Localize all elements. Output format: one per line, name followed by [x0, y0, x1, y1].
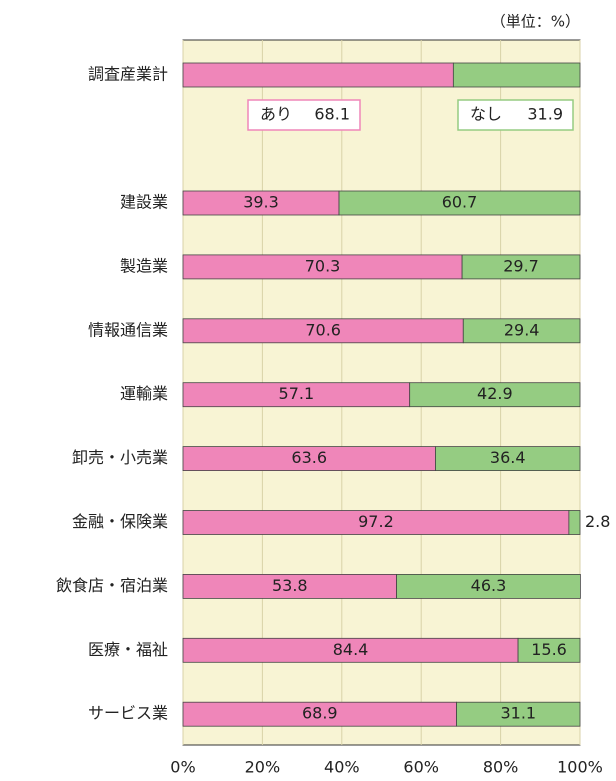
- bar-segment: [409, 382, 581, 408]
- bar-segment: [182, 510, 570, 535]
- bar-segment: [182, 446, 436, 472]
- data-label: 29.7: [503, 256, 539, 275]
- data-label: 29.4: [504, 320, 540, 339]
- bar-segment: [461, 254, 581, 280]
- x-tick-label: 20%: [245, 758, 281, 777]
- data-label: 46.3: [471, 576, 507, 595]
- data-label: 68.9: [302, 704, 338, 723]
- data-label: 15.6: [531, 640, 567, 659]
- data-label: 57.1: [279, 384, 315, 403]
- bar-segment: [182, 701, 457, 727]
- bar-segment: [338, 190, 581, 216]
- data-label: 31.9: [527, 105, 563, 124]
- category-label: 情報通信業: [88, 320, 168, 339]
- x-tick-label: 80%: [483, 758, 519, 777]
- bar-segment: [182, 62, 454, 88]
- category-label: 建設業: [120, 193, 168, 212]
- label-box: [247, 99, 361, 131]
- data-label: 84.4: [333, 640, 369, 659]
- data-label: 60.7: [442, 193, 478, 212]
- category-label: 運輸業: [120, 384, 168, 403]
- bar-segment: [182, 254, 463, 280]
- category-label: 医療・福祉: [88, 640, 168, 659]
- data-label: 39.3: [243, 193, 279, 212]
- data-label: 63.6: [291, 448, 327, 467]
- bar-segment: [182, 574, 397, 599]
- x-tick-label: 100%: [557, 758, 603, 777]
- x-tick-label: 60%: [403, 758, 439, 777]
- bar-segment: [568, 510, 581, 535]
- legend-label: なし: [470, 105, 502, 124]
- data-label: 53.8: [272, 576, 308, 595]
- bar-segment: [517, 637, 581, 663]
- label-box: [457, 99, 574, 131]
- data-label: 31.1: [500, 704, 536, 723]
- data-label: 36.4: [490, 448, 526, 467]
- category-label: 調査産業計: [88, 65, 168, 84]
- bar-segment: [456, 701, 581, 727]
- unit-annotation: （単位：%）: [491, 13, 580, 31]
- data-label: 70.3: [305, 256, 341, 275]
- category-label: 飲食店・宿泊業: [56, 576, 168, 595]
- bar-segment: [452, 62, 581, 88]
- category-label: 金融・保険業: [72, 512, 168, 531]
- category-label: 卸売・小売業: [72, 448, 168, 467]
- data-label: 97.2: [358, 512, 394, 531]
- bar-segment: [396, 574, 581, 599]
- bar-segment: [435, 446, 581, 472]
- data-label: 70.6: [305, 320, 341, 339]
- category-label: 製造業: [120, 256, 168, 275]
- legend-label: あり: [260, 105, 292, 124]
- category-label: サービス業: [88, 704, 168, 723]
- bar-segment: [182, 318, 464, 344]
- data-label: 2.8: [585, 512, 610, 531]
- bar-segment: [182, 382, 411, 408]
- data-label: 68.1: [314, 105, 350, 124]
- x-tick-label: 40%: [324, 758, 360, 777]
- x-tick-label: 0%: [170, 758, 195, 777]
- bar-segment: [462, 318, 581, 344]
- data-label: 42.9: [477, 384, 513, 403]
